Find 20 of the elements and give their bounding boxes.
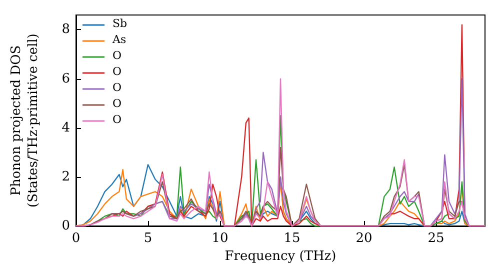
- legend-label: O: [112, 65, 122, 78]
- x-tick-label: 0: [72, 231, 80, 246]
- y-tick-label: 8: [62, 22, 70, 38]
- y-axis-title: Phonon projected DOS (States/THz·primitive cell): [9, 33, 41, 208]
- y-tick-label: 0: [62, 218, 70, 234]
- x-tick-label: 10: [212, 231, 228, 246]
- legend-label: O: [112, 81, 122, 94]
- legend-label: O: [112, 113, 122, 126]
- x-tick-label: 15: [284, 231, 300, 246]
- y-tick-label: 4: [62, 120, 70, 136]
- legend-label: Sb: [112, 17, 128, 30]
- legend-label: O: [112, 97, 122, 110]
- x-tick-label: 20: [356, 231, 372, 246]
- legend-label: As: [112, 33, 126, 46]
- y-tick-label: 6: [62, 71, 70, 86]
- legend-label: O: [112, 49, 122, 62]
- y-tick-label: 2: [62, 169, 70, 184]
- x-axis-title: Frequency (THz): [224, 249, 336, 264]
- x-tick-label: 25: [428, 231, 444, 246]
- x-tick-label: 5: [144, 231, 152, 246]
